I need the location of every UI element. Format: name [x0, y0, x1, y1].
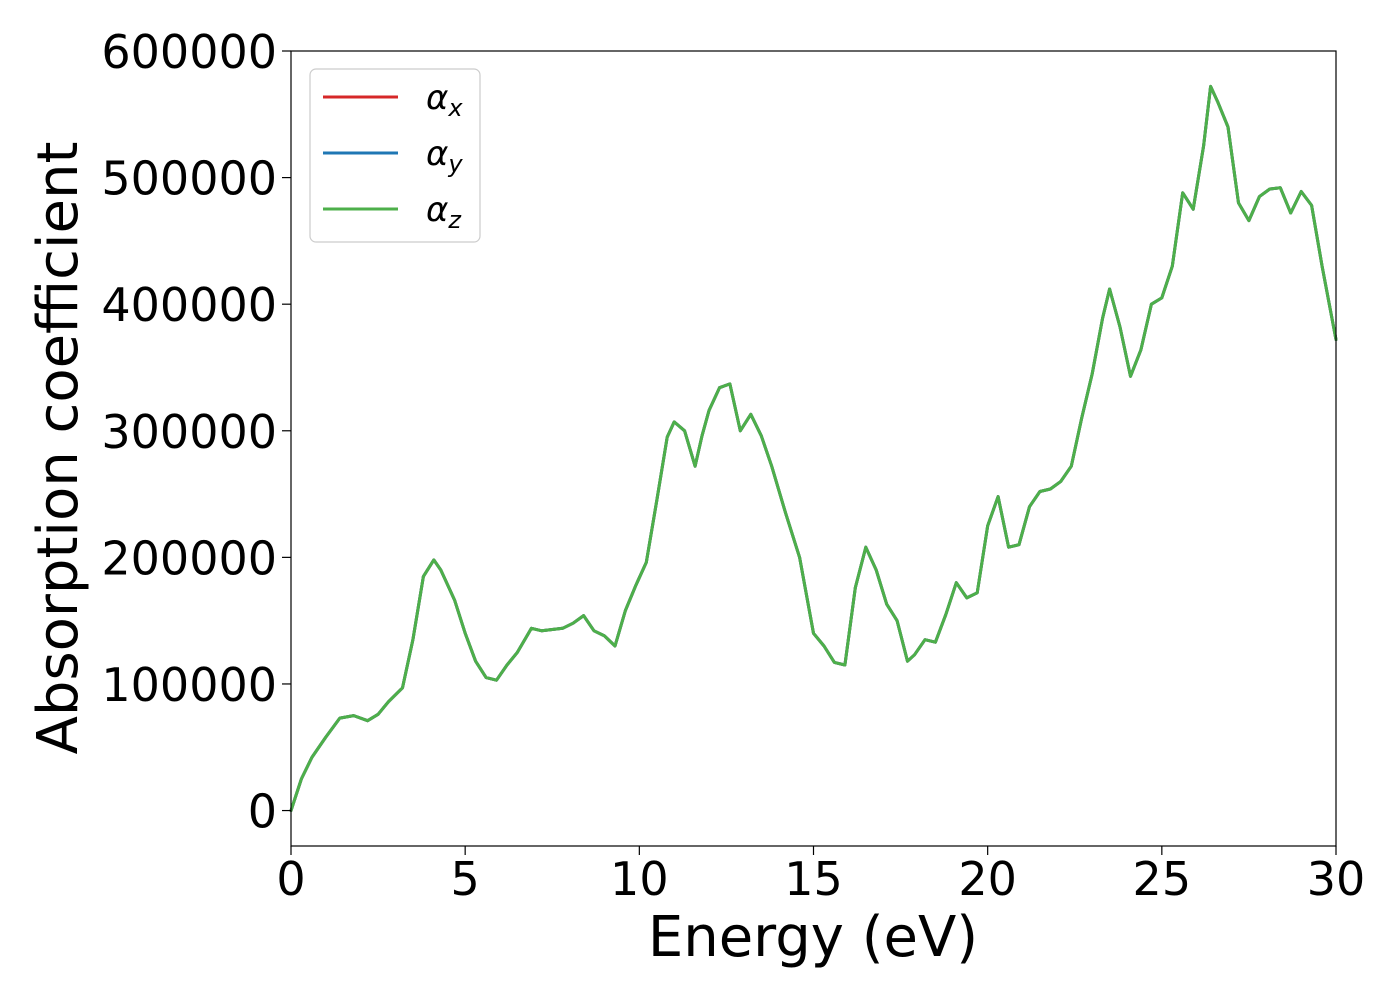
x-tick-label: 0	[276, 852, 305, 906]
x-tick-label: 10	[610, 852, 669, 906]
x-axis-title: Energy (eV)	[648, 905, 978, 970]
x-tick-label: 5	[451, 852, 480, 906]
y-tick-label: 0	[248, 785, 277, 839]
x-tick-label: 20	[958, 852, 1017, 906]
legend-label-0: αx	[426, 78, 463, 122]
y-tick-label: 200000	[101, 531, 277, 585]
y-tick-label: 400000	[101, 278, 277, 332]
legend-box	[309, 68, 481, 243]
y-tick-label: 300000	[101, 405, 277, 459]
legend: αx αy αz	[309, 68, 481, 243]
y-tick-label: 100000	[101, 658, 277, 712]
y-tick-label: 500000	[101, 152, 277, 206]
series-layer	[289, 84, 1338, 813]
y-tick-label: 600000	[101, 25, 277, 79]
x-tick-label: 30	[1307, 852, 1366, 906]
series-line-2	[289, 84, 1338, 813]
y-axis: 0 100000 200000 300000 400000 500000 600000	[101, 25, 291, 839]
y-axis-title: Absorption coefficient	[26, 142, 91, 755]
legend-label-1: αy	[426, 134, 463, 178]
legend-label-2: αz	[426, 190, 462, 234]
x-axis: 0 5 10 15 20 25 30	[276, 846, 1365, 906]
x-tick-label: 15	[784, 852, 843, 906]
x-tick-label: 25	[1133, 852, 1192, 906]
